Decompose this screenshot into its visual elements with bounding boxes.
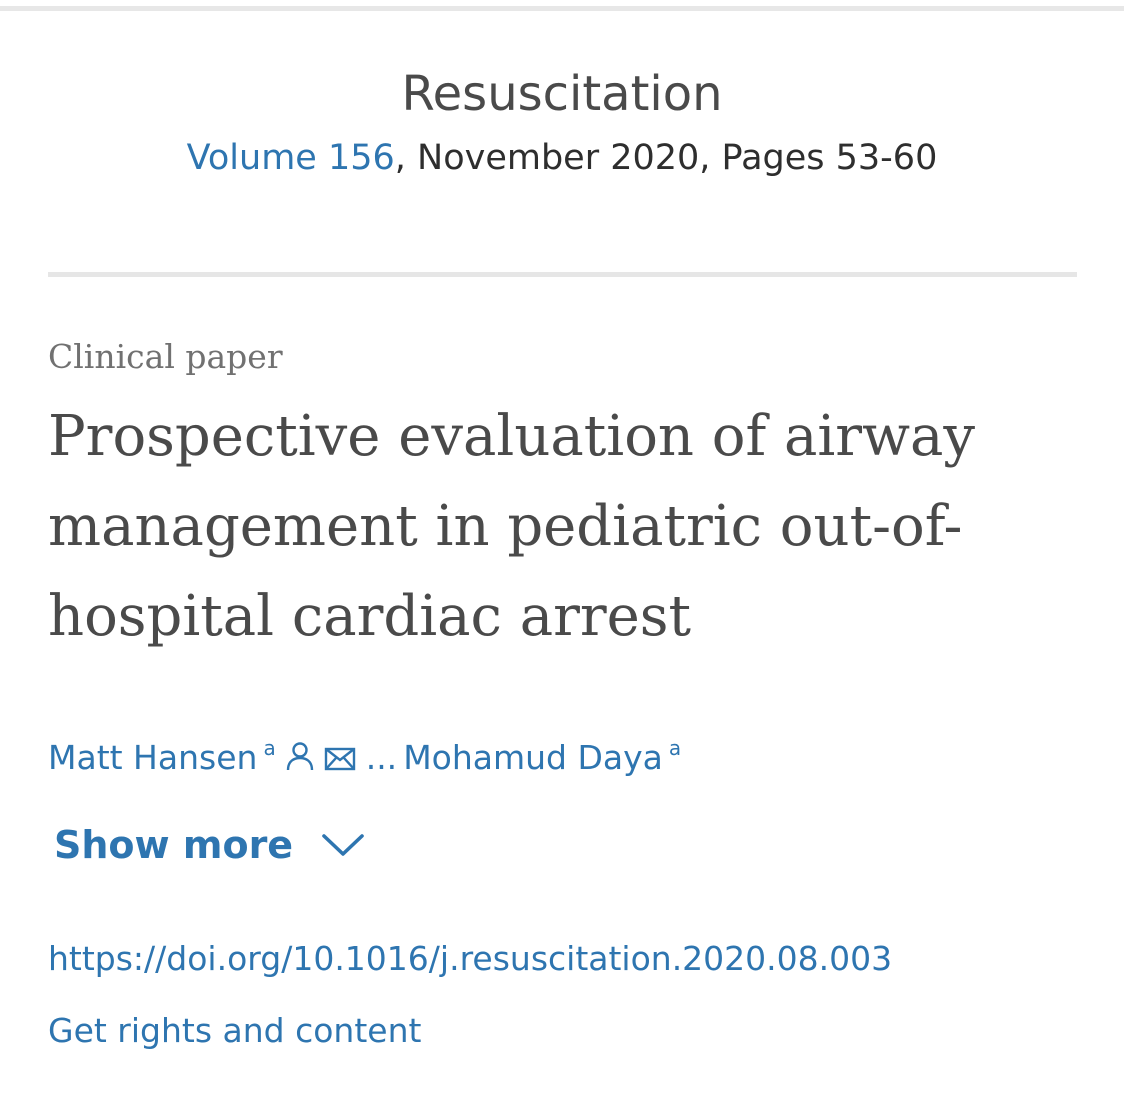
volume-link[interactable]: Volume 156: [186, 138, 395, 178]
author-link-last[interactable]: Mohamud Daya: [403, 738, 663, 777]
person-icon[interactable]: [286, 736, 314, 784]
affiliation-marker[interactable]: a: [668, 736, 682, 760]
top-divider: [0, 6, 1124, 11]
chevron-down-icon: [321, 818, 365, 872]
affiliation-marker[interactable]: a: [263, 736, 276, 760]
author-link-first[interactable]: Matt Hansen: [48, 738, 258, 777]
show-more-button[interactable]: Show more: [54, 818, 365, 872]
article-type: Clinical paper: [48, 337, 283, 376]
journal-title[interactable]: Resuscitation: [401, 66, 723, 122]
journal-header: Resuscitation Volume 156, November 2020,…: [0, 60, 1124, 180]
rights-link[interactable]: Get rights and content: [48, 1011, 422, 1050]
show-more-label: Show more: [54, 823, 294, 867]
envelope-icon[interactable]: [324, 736, 356, 784]
author-list: Matt Hansen a... Mohamud Daya a: [48, 724, 681, 784]
issue-details: , November 2020, Pages 53-60: [394, 138, 938, 178]
header-divider: [48, 272, 1077, 277]
article-title: Prospective evaluation of airway managem…: [48, 404, 976, 649]
issue-info: Volume 156, November 2020, Pages 53-60: [0, 136, 1124, 180]
authors-ellipsis: ...: [365, 738, 398, 777]
doi-link[interactable]: https://doi.org/10.1016/j.resuscitation.…: [48, 939, 893, 978]
